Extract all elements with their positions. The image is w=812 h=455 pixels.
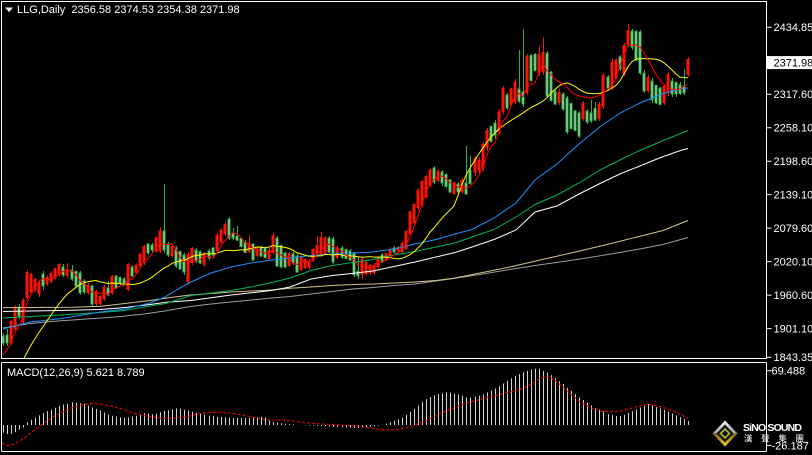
svg-text:2258.10: 2258.10 bbox=[774, 123, 812, 135]
svg-text:2139.10: 2139.10 bbox=[774, 190, 812, 202]
svg-text:2317.60: 2317.60 bbox=[774, 89, 812, 101]
svg-text:2079.60: 2079.60 bbox=[774, 223, 812, 235]
svg-text:2020.10: 2020.10 bbox=[774, 257, 812, 269]
svg-text:1843.35: 1843.35 bbox=[774, 352, 812, 364]
svg-text:2434.85: 2434.85 bbox=[774, 22, 812, 34]
svg-text:MACD(12,26,9) 5.621 8.789: MACD(12,26,9) 5.621 8.789 bbox=[7, 367, 145, 379]
svg-text:69.488: 69.488 bbox=[772, 366, 806, 378]
svg-text:1960.60: 1960.60 bbox=[774, 290, 812, 302]
svg-text:-26.187: -26.187 bbox=[772, 440, 809, 452]
svg-text:1901.10: 1901.10 bbox=[774, 324, 812, 336]
svg-text:2371.98: 2371.98 bbox=[774, 58, 812, 70]
svg-text:漢 聲 集 團: 漢 聲 集 團 bbox=[744, 434, 804, 444]
svg-text:SiNO SOUND: SiNO SOUND bbox=[743, 422, 802, 434]
svg-text:2198.60: 2198.60 bbox=[774, 156, 812, 168]
svg-text:LLG,Daily 2356.58 2374.53 235: LLG,Daily 2356.58 2374.53 2354.38 2371.9… bbox=[17, 4, 240, 16]
